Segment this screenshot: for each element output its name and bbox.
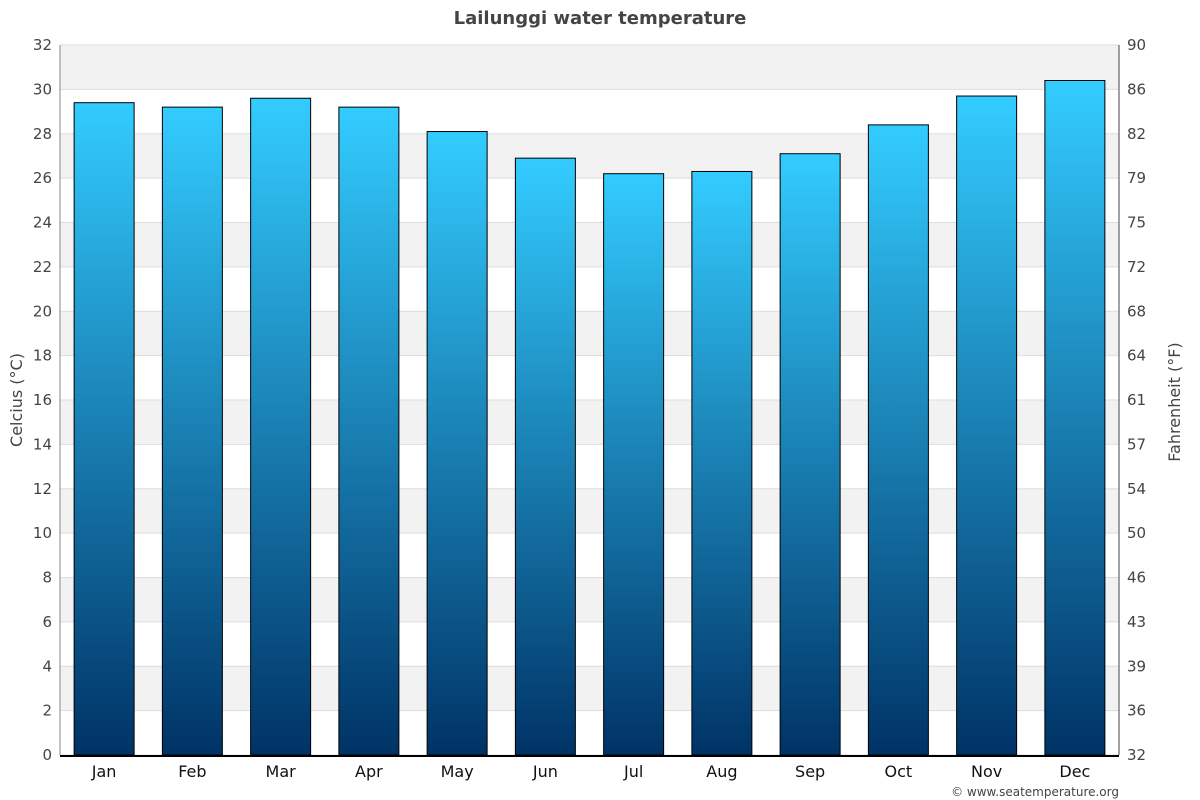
y-tick-label-right: 79 [1127,169,1146,187]
y-tick-label-left: 24 [33,214,52,232]
x-tick-label: Nov [971,762,1002,781]
y-tick-label-right: 86 [1127,80,1146,98]
y-tick-label-left: 0 [42,746,52,764]
y-tick-label-left: 26 [33,169,52,187]
x-tick-label: Mar [266,762,297,781]
y-tick-label-right: 50 [1127,524,1146,542]
bar-dec[interactable] [1044,80,1106,756]
y-tick-label-left: 6 [42,613,52,631]
y-tick-label-left: 18 [33,347,52,365]
grid-band [60,666,1119,711]
grid-band [60,311,1119,356]
y-tick-label-left: 22 [33,258,52,276]
bar-may[interactable] [426,131,488,756]
bar-feb[interactable] [161,106,223,756]
y-tick-label-left: 30 [33,80,52,98]
x-tick-label: Jan [91,762,117,781]
bar-jun[interactable] [514,157,576,756]
y-tick-label-right: 32 [1127,746,1146,764]
y-tick-label-left: 28 [33,125,52,143]
x-tick-label: Oct [885,762,913,781]
y-tick-label-right: 61 [1127,391,1146,409]
bar-mar[interactable] [250,97,312,756]
bar-jul[interactable] [603,173,665,756]
y-tick-label-left: 10 [33,524,52,542]
x-tick-label: Sep [795,762,825,781]
y-tick-label-right: 64 [1127,347,1146,365]
grid-bands [60,44,1119,756]
x-tick-label: May [441,762,474,781]
x-tick-label: Jul [623,762,643,781]
y-tick-label-right: 82 [1127,125,1146,143]
grid-band [60,400,1119,445]
x-tick-label: Apr [355,762,383,781]
y-tick-label-right: 39 [1127,657,1146,675]
y-tick-label-right: 68 [1127,302,1146,320]
y-tick-label-left: 32 [33,36,52,54]
y-tick-label-right: 57 [1127,435,1146,453]
bar-sep[interactable] [779,153,841,756]
y-tick-label-right: 46 [1127,569,1146,587]
grid-band [60,45,1119,90]
bar-aug[interactable] [691,170,753,756]
bars [73,80,1106,756]
y-tick-label-left: 12 [33,480,52,498]
x-tick-label: Feb [178,762,206,781]
chart-title: Lailunggi water temperature [454,8,747,29]
y-tick-label-left: 4 [42,657,52,675]
y-tick-label-left: 16 [33,391,52,409]
x-tick-label: Dec [1059,762,1090,781]
y-tick-label-right: 75 [1127,214,1146,232]
bar-nov[interactable] [956,95,1018,756]
bar-oct[interactable] [867,124,929,756]
y-tick-label-right: 72 [1127,258,1146,276]
y-tick-label-right: 36 [1127,702,1146,720]
y-tick-label-left: 2 [42,702,52,720]
y-tick-label-left: 14 [33,435,52,453]
axes: 0 32 2 36 4 39 6 43 8 46 10 50 12 54 14 57 16 61 18 64 20 68 2… [33,36,1146,781]
footer-credit[interactable]: © www.seatemperature.org [951,785,1119,799]
y-tick-label-right: 54 [1127,480,1146,498]
bar-apr[interactable] [338,106,400,756]
x-tick-label: Jun [532,762,558,781]
y-tick-label-left: 20 [33,302,52,320]
y-axis-label-right: Fahrenheit (°F) [1165,342,1184,461]
grid-band [60,577,1119,622]
grid-band [60,133,1119,179]
y-tick-label-right: 90 [1127,36,1146,54]
bar-jan[interactable] [73,102,135,756]
grid-band [60,222,1119,267]
y-tick-label-right: 43 [1127,613,1146,631]
x-tick-label: Aug [706,762,737,781]
y-axis-label-left: Celcius (°C) [7,353,26,447]
y-tick-label-left: 8 [42,569,52,587]
grid-band [60,488,1119,534]
